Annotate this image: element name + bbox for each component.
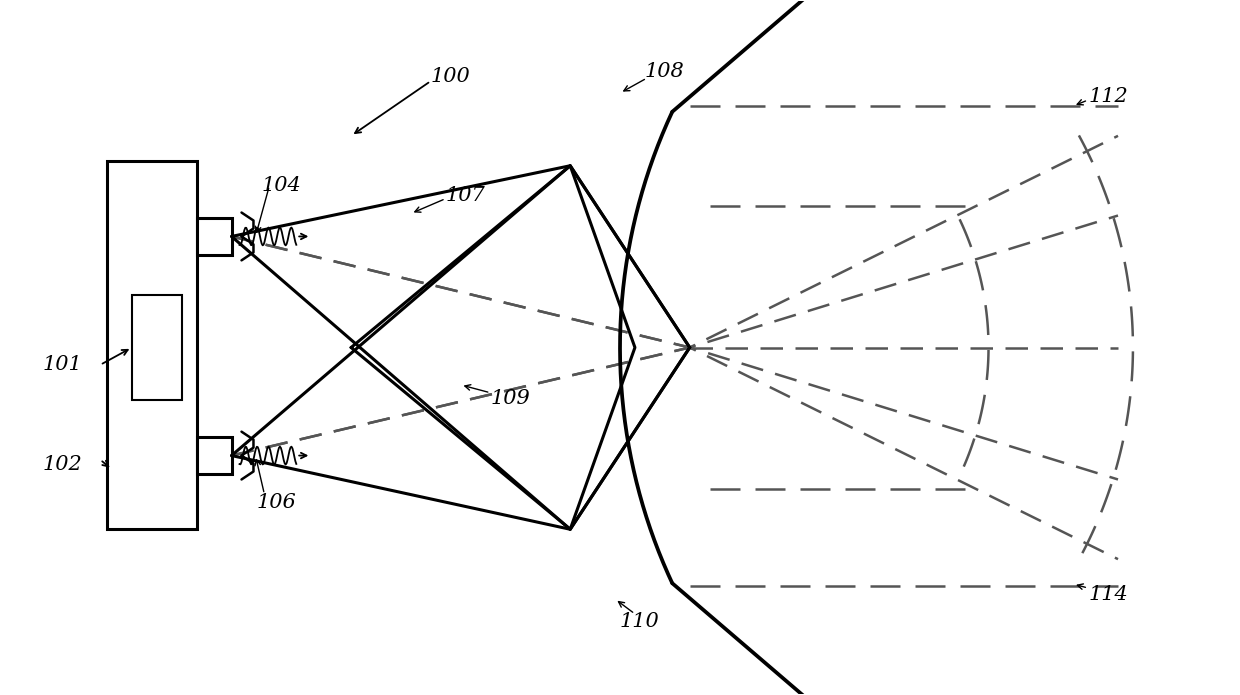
Text: 102: 102 [42, 455, 82, 474]
Text: 112: 112 [1089, 86, 1128, 106]
Bar [107, 161, 197, 530]
Text: 110: 110 [620, 612, 660, 631]
Text: 107: 107 [445, 186, 485, 205]
Text: 114: 114 [1089, 584, 1128, 603]
Text: 104: 104 [262, 176, 301, 195]
Bar [197, 218, 232, 255]
Text: 109: 109 [491, 389, 531, 408]
Text: 100: 100 [430, 67, 470, 85]
Text: 106: 106 [257, 493, 296, 512]
Text: 101: 101 [42, 355, 82, 375]
Text: 108: 108 [645, 62, 684, 81]
Bar [131, 295, 182, 400]
Bar [197, 436, 232, 475]
